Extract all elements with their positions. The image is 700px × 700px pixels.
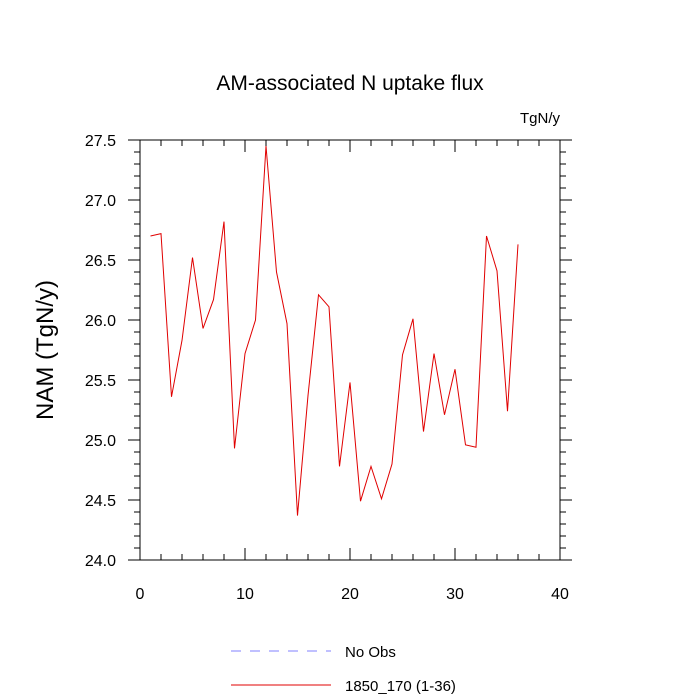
x-tick-label: 10 xyxy=(236,586,254,603)
legend-label-no-obs: No Obs xyxy=(345,644,396,661)
y-tick-label: 24.0 xyxy=(85,553,116,570)
plot-frame xyxy=(139,139,561,561)
x-tick-label: 20 xyxy=(341,586,359,603)
x-tick-label: 0 xyxy=(136,586,145,603)
y-tick-label: 24.5 xyxy=(85,493,116,510)
y-tick-label: 25.0 xyxy=(85,433,116,450)
y-tick-label: 27.5 xyxy=(85,133,116,150)
chart-title: AM-associated N uptake flux xyxy=(216,72,484,95)
x-tick-label: 40 xyxy=(551,586,569,603)
series-lines xyxy=(150,145,519,516)
axis-ticks xyxy=(128,139,572,561)
units-label: TgN/y xyxy=(520,110,561,127)
y-tick-label: 25.5 xyxy=(85,373,116,390)
legend: No Obs 1850_170 (1-36) xyxy=(231,644,456,695)
x-tick-label: 30 xyxy=(446,586,464,603)
y-axis-label: NAM (TgN/y) xyxy=(32,280,59,420)
y-tick-label: 26.0 xyxy=(85,313,116,330)
series-line-1 xyxy=(150,145,519,516)
legend-label-1850-170: 1850_170 (1-36) xyxy=(345,678,456,695)
axis-tick-labels: 0 10 20 30 40 24.0 24.5 25.0 25.5 26.0 26.5 27.0 27.… xyxy=(85,133,569,603)
y-tick-label: 26.5 xyxy=(85,253,116,270)
y-tick-label: 27.0 xyxy=(85,193,116,210)
